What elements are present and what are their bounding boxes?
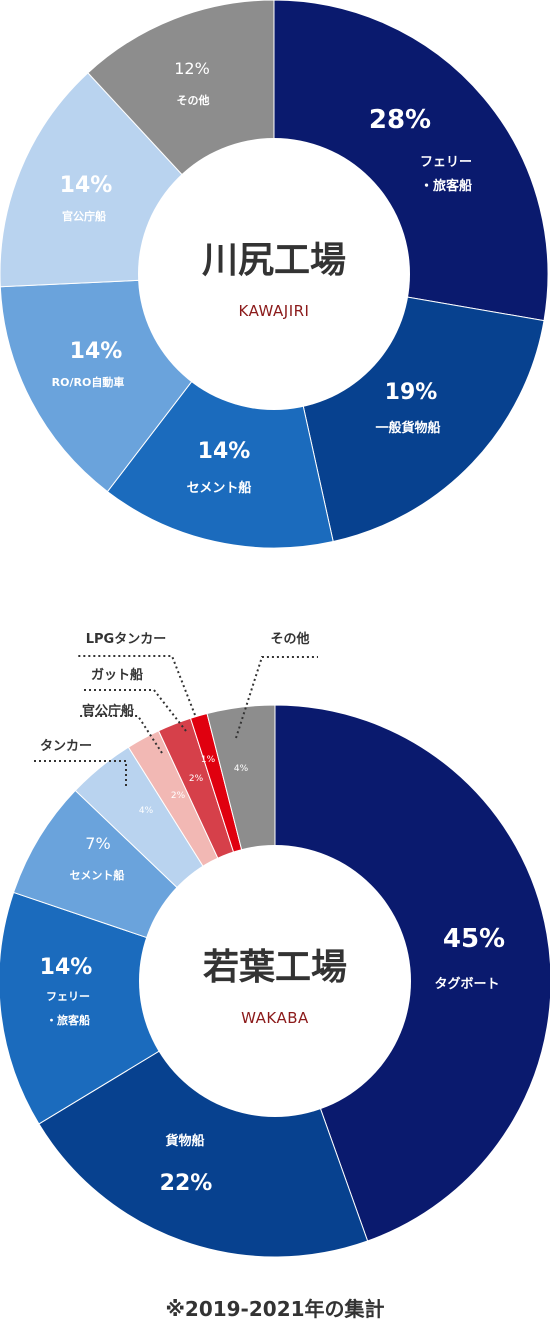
slice-category-label: セメント船 [187, 480, 252, 496]
slice-value-label: 28% [369, 105, 431, 135]
slice-value-label: 12% [174, 59, 210, 78]
slice-value-label: 14% [198, 439, 251, 464]
slice-value-label: 14% [70, 339, 123, 364]
chart-title: 若葉工場 [203, 947, 347, 988]
callout-category-label: タンカー [40, 739, 92, 754]
chart-subtitle: WAKABA [241, 1009, 309, 1027]
slice-value-label: 7% [85, 834, 110, 853]
slice-value-label: 45% [443, 924, 505, 954]
slice-category-label: セメント船 [70, 868, 125, 882]
callout-leader-line [32, 760, 127, 786]
footnote: ※2019-2021年の集計 [165, 1297, 384, 1321]
slice-value-label: 4% [139, 806, 154, 816]
slice-category-label: RO/RO自動車 [52, 375, 125, 389]
slice-value-label: 2% [171, 791, 186, 801]
wakaba-donut-chart: 若葉工場 WAKABA 45% タグボート 22% 貨物船 14% フェリー・旅客船 7% セメン… [0, 631, 550, 1258]
callout-leader-line [76, 655, 196, 716]
pie-slice [274, 704, 550, 1242]
slice-category-label: フェリー [420, 155, 472, 170]
callout-leader-line [235, 656, 318, 739]
slice-value-label: 14% [60, 173, 113, 198]
slice-category-label: タグボート [434, 976, 499, 992]
slice-value-label: 1% [201, 755, 216, 765]
slice-category-label: ・旅客船 [420, 178, 472, 194]
callout-category-label: ガット船 [91, 667, 143, 683]
slice-category-label: フェリー [46, 990, 90, 1003]
slice-category-label: 貨物船 [165, 1133, 204, 1149]
slice-value-label: 4% [234, 764, 249, 774]
kawajiri-donut-chart: 川尻工場 KAWAJIRI 28% フェリー・旅客船 19% 一般貨物船 14% セメント船 1… [0, 0, 549, 549]
slice-category-label: ・旅客船 [46, 1013, 90, 1027]
pie-slice [0, 891, 277, 1125]
slice-category-label: 官公庁船 [62, 209, 106, 223]
slice-value-label: 22% [160, 1171, 213, 1196]
callout-category-label: 官公庁船 [82, 703, 134, 719]
chart-subtitle: KAWAJIRI [239, 302, 310, 320]
slice-category-label: 一般貨物船 [375, 420, 440, 436]
slice-value-label: 19% [385, 380, 438, 405]
chart-title: 川尻工場 [202, 240, 346, 281]
slice-value-label: 2% [189, 774, 204, 784]
callout-category-label: その他 [270, 631, 309, 647]
slice-category-label: その他 [177, 93, 210, 107]
slice-value-label: 14% [40, 955, 93, 980]
callout-category-label: LPGタンカー [86, 632, 166, 647]
donut-hole [139, 845, 411, 1117]
donut-hole [138, 138, 410, 410]
